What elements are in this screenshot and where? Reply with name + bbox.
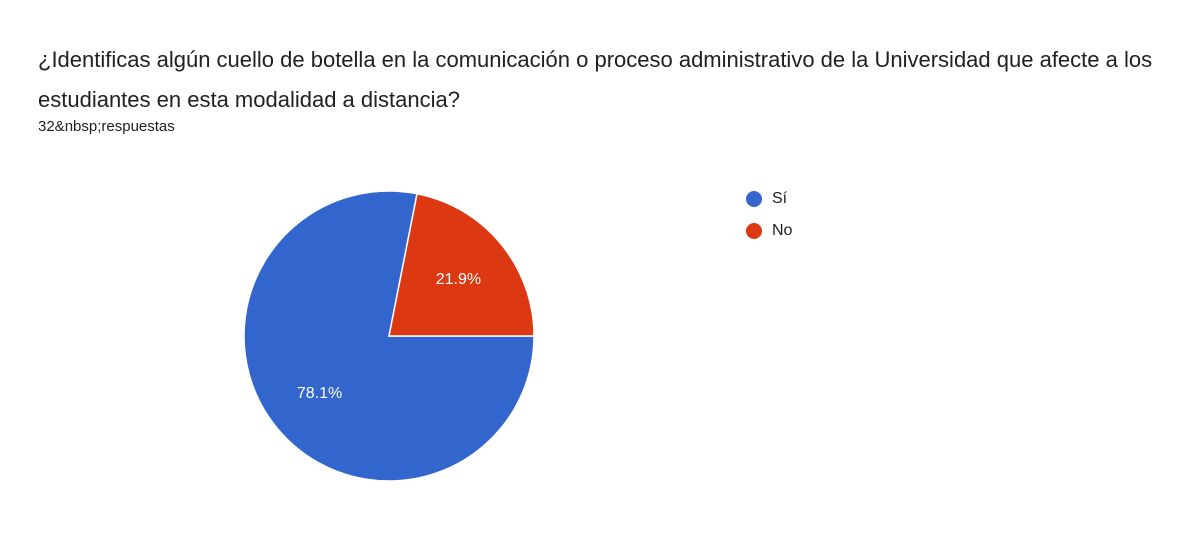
legend-item-no[interactable]: No [746, 222, 792, 240]
slice-label-si: 78.1% [297, 385, 342, 402]
pie-slice-si[interactable] [243, 190, 535, 482]
legend-swatch-si [746, 191, 762, 207]
legend-label-si: Sí [772, 190, 788, 207]
pie-slice-no[interactable] [388, 192, 535, 337]
legend-item-si[interactable]: Sí [746, 190, 787, 208]
slice-label-no: 21.9% [436, 271, 481, 288]
legend-label-no: No [772, 222, 793, 239]
response-count: 32&nbsp;respuestas [38, 118, 175, 135]
question-title: ¿Identificas algún cuello de botella en … [38, 47, 1153, 112]
legend-swatch-no [746, 223, 762, 239]
